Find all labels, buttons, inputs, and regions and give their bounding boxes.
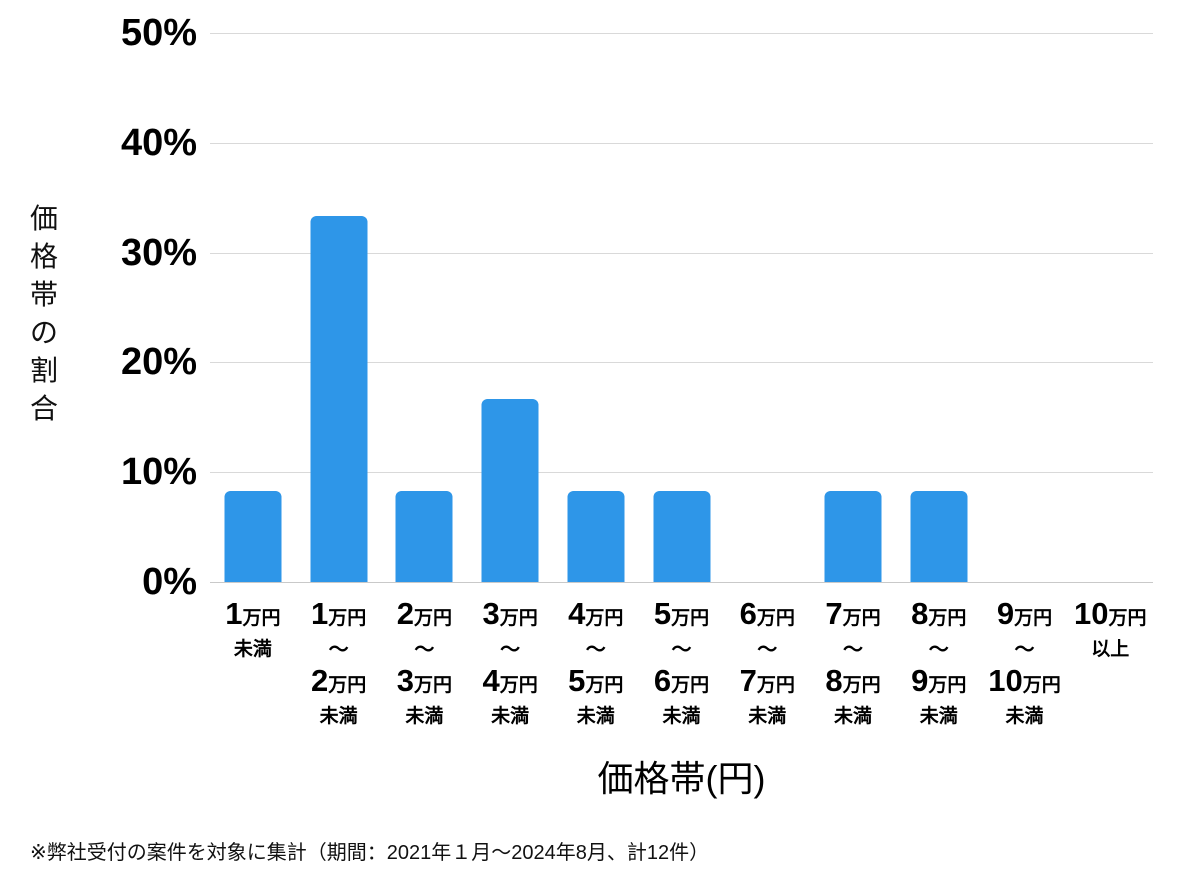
bars-row: [210, 33, 1153, 582]
bar-column: [467, 33, 553, 582]
gridline: [210, 252, 1153, 254]
x-tick-label: 8万円〜 9万円未満: [896, 597, 982, 729]
x-tick-tilde: 〜: [328, 639, 349, 661]
x-tick-suffix: 未満: [491, 706, 530, 727]
x-tick-suffix: 未満: [834, 706, 873, 727]
x-tick-range-end: 4万円: [482, 663, 538, 698]
x-axis-baseline: [210, 582, 1153, 583]
x-tick-suffix: 未満: [233, 639, 272, 660]
x-tick-range-end: 8万円: [825, 663, 881, 698]
x-tick-range-start: 2万円: [396, 596, 452, 631]
bar-column: [296, 33, 382, 582]
bar-column: [553, 33, 639, 582]
y-tick-label: 10%: [120, 451, 197, 494]
x-tick-label: 1万円未満: [210, 597, 296, 729]
bar-column: [381, 33, 467, 582]
y-tick-label: 30%: [120, 231, 197, 274]
x-tick-tilde: 〜: [757, 639, 778, 661]
bar: [567, 490, 625, 582]
x-tick-range-start: 1万円: [225, 596, 281, 631]
gridline: [210, 362, 1153, 364]
x-tick-range-start: 5万円: [653, 596, 710, 631]
bar-column: [724, 33, 810, 582]
x-tick-range-end: 3万円: [396, 663, 452, 698]
plot-area: [210, 33, 1153, 583]
x-tick-suffix: 未満: [576, 706, 615, 727]
x-tick-tilde: 〜: [500, 639, 521, 661]
bar-column: [810, 33, 896, 582]
x-tick-tilde: 〜: [671, 639, 692, 661]
x-tick-label: 3万円〜 4万円未満: [467, 597, 553, 729]
x-tick-tilde: 〜: [414, 639, 435, 661]
x-tick-range-start: 9万円: [996, 596, 1053, 631]
bar: [310, 216, 368, 582]
x-tick-label: 5万円〜 6万円未満: [639, 597, 725, 729]
x-tick-label: 1万円〜 2万円未満: [296, 597, 382, 729]
x-tick-tilde: 〜: [928, 639, 949, 661]
x-tick-label: 2万円〜 3万円未満: [381, 597, 467, 729]
x-tick-label: 7万円〜 8万円未満: [810, 597, 896, 729]
x-tick-tilde: 〜: [1014, 639, 1035, 661]
x-tick-range-end: 7万円: [739, 663, 795, 698]
x-tick-label: 4万円〜 5万円未満: [553, 597, 639, 729]
x-tick-range-start: 7万円: [825, 596, 881, 631]
bar-column: [639, 33, 725, 582]
y-tick-label: 40%: [120, 121, 197, 164]
y-tick-label: 0%: [142, 561, 197, 603]
x-tick-suffix: 未満: [919, 706, 958, 727]
x-tick-tilde: 〜: [585, 639, 606, 661]
x-tick-suffix: 未満: [405, 706, 444, 727]
gridline: [210, 33, 1153, 34]
x-tick-range-start: 6万円: [739, 596, 795, 631]
bar-column: [896, 33, 982, 582]
x-axis-title: 価格帯(円): [597, 758, 766, 799]
bar: [653, 490, 711, 582]
x-tick-range-start: 1万円: [310, 596, 367, 631]
x-tick-range-end: 10万円: [988, 663, 1061, 698]
x-tick-suffix: 以上: [1091, 639, 1130, 660]
y-tick-label: 20%: [120, 341, 197, 384]
x-tick-range-end: 5万円: [568, 663, 624, 698]
x-tick-range-end: 6万円: [653, 663, 710, 698]
bar: [481, 398, 539, 582]
bar: [224, 490, 282, 582]
x-tick-label: 9万円〜 10万円未満: [982, 597, 1068, 729]
footnote: ※弊社受付の案件を対象に集計（期間：2021年１月～2024年8月、計12件）: [30, 842, 710, 864]
x-tick-suffix: 未満: [662, 706, 701, 727]
x-tick-range-start: 8万円: [911, 596, 967, 631]
x-tick-suffix: 未満: [748, 706, 787, 727]
x-tick-range-start: 3万円: [482, 596, 538, 631]
x-tick-range-start: 4万円: [568, 596, 624, 631]
gridline: [210, 472, 1153, 474]
bar: [910, 490, 968, 582]
x-tick-suffix: 未満: [319, 706, 358, 727]
y-tick-label: 50%: [120, 12, 197, 54]
x-tick-tilde: 〜: [843, 639, 863, 661]
bar: [824, 490, 882, 582]
x-tick-range-end: 9万円: [911, 663, 967, 698]
x-axis-tick-labels: 1万円 未満 1万円〜 2万円 未満 2万円〜 3万円 未満 3万円〜 4万円 未満 4万円〜 5万円未…: [210, 597, 1153, 729]
y-axis-title: 価 格 帯 の 割 合: [29, 203, 58, 424]
bar-column: [982, 33, 1068, 582]
bar-column: [210, 33, 296, 582]
x-tick-label: 10万円以上: [1067, 597, 1153, 729]
bar: [395, 490, 453, 582]
x-tick-range-start: 10万円: [1073, 596, 1147, 631]
x-tick-range-end: 2万円: [310, 663, 367, 698]
x-tick-label: 6万円〜 7万円未満: [724, 597, 810, 729]
gridline: [210, 142, 1153, 144]
bar-column: [1067, 33, 1153, 582]
x-tick-suffix: 未満: [1005, 706, 1044, 727]
